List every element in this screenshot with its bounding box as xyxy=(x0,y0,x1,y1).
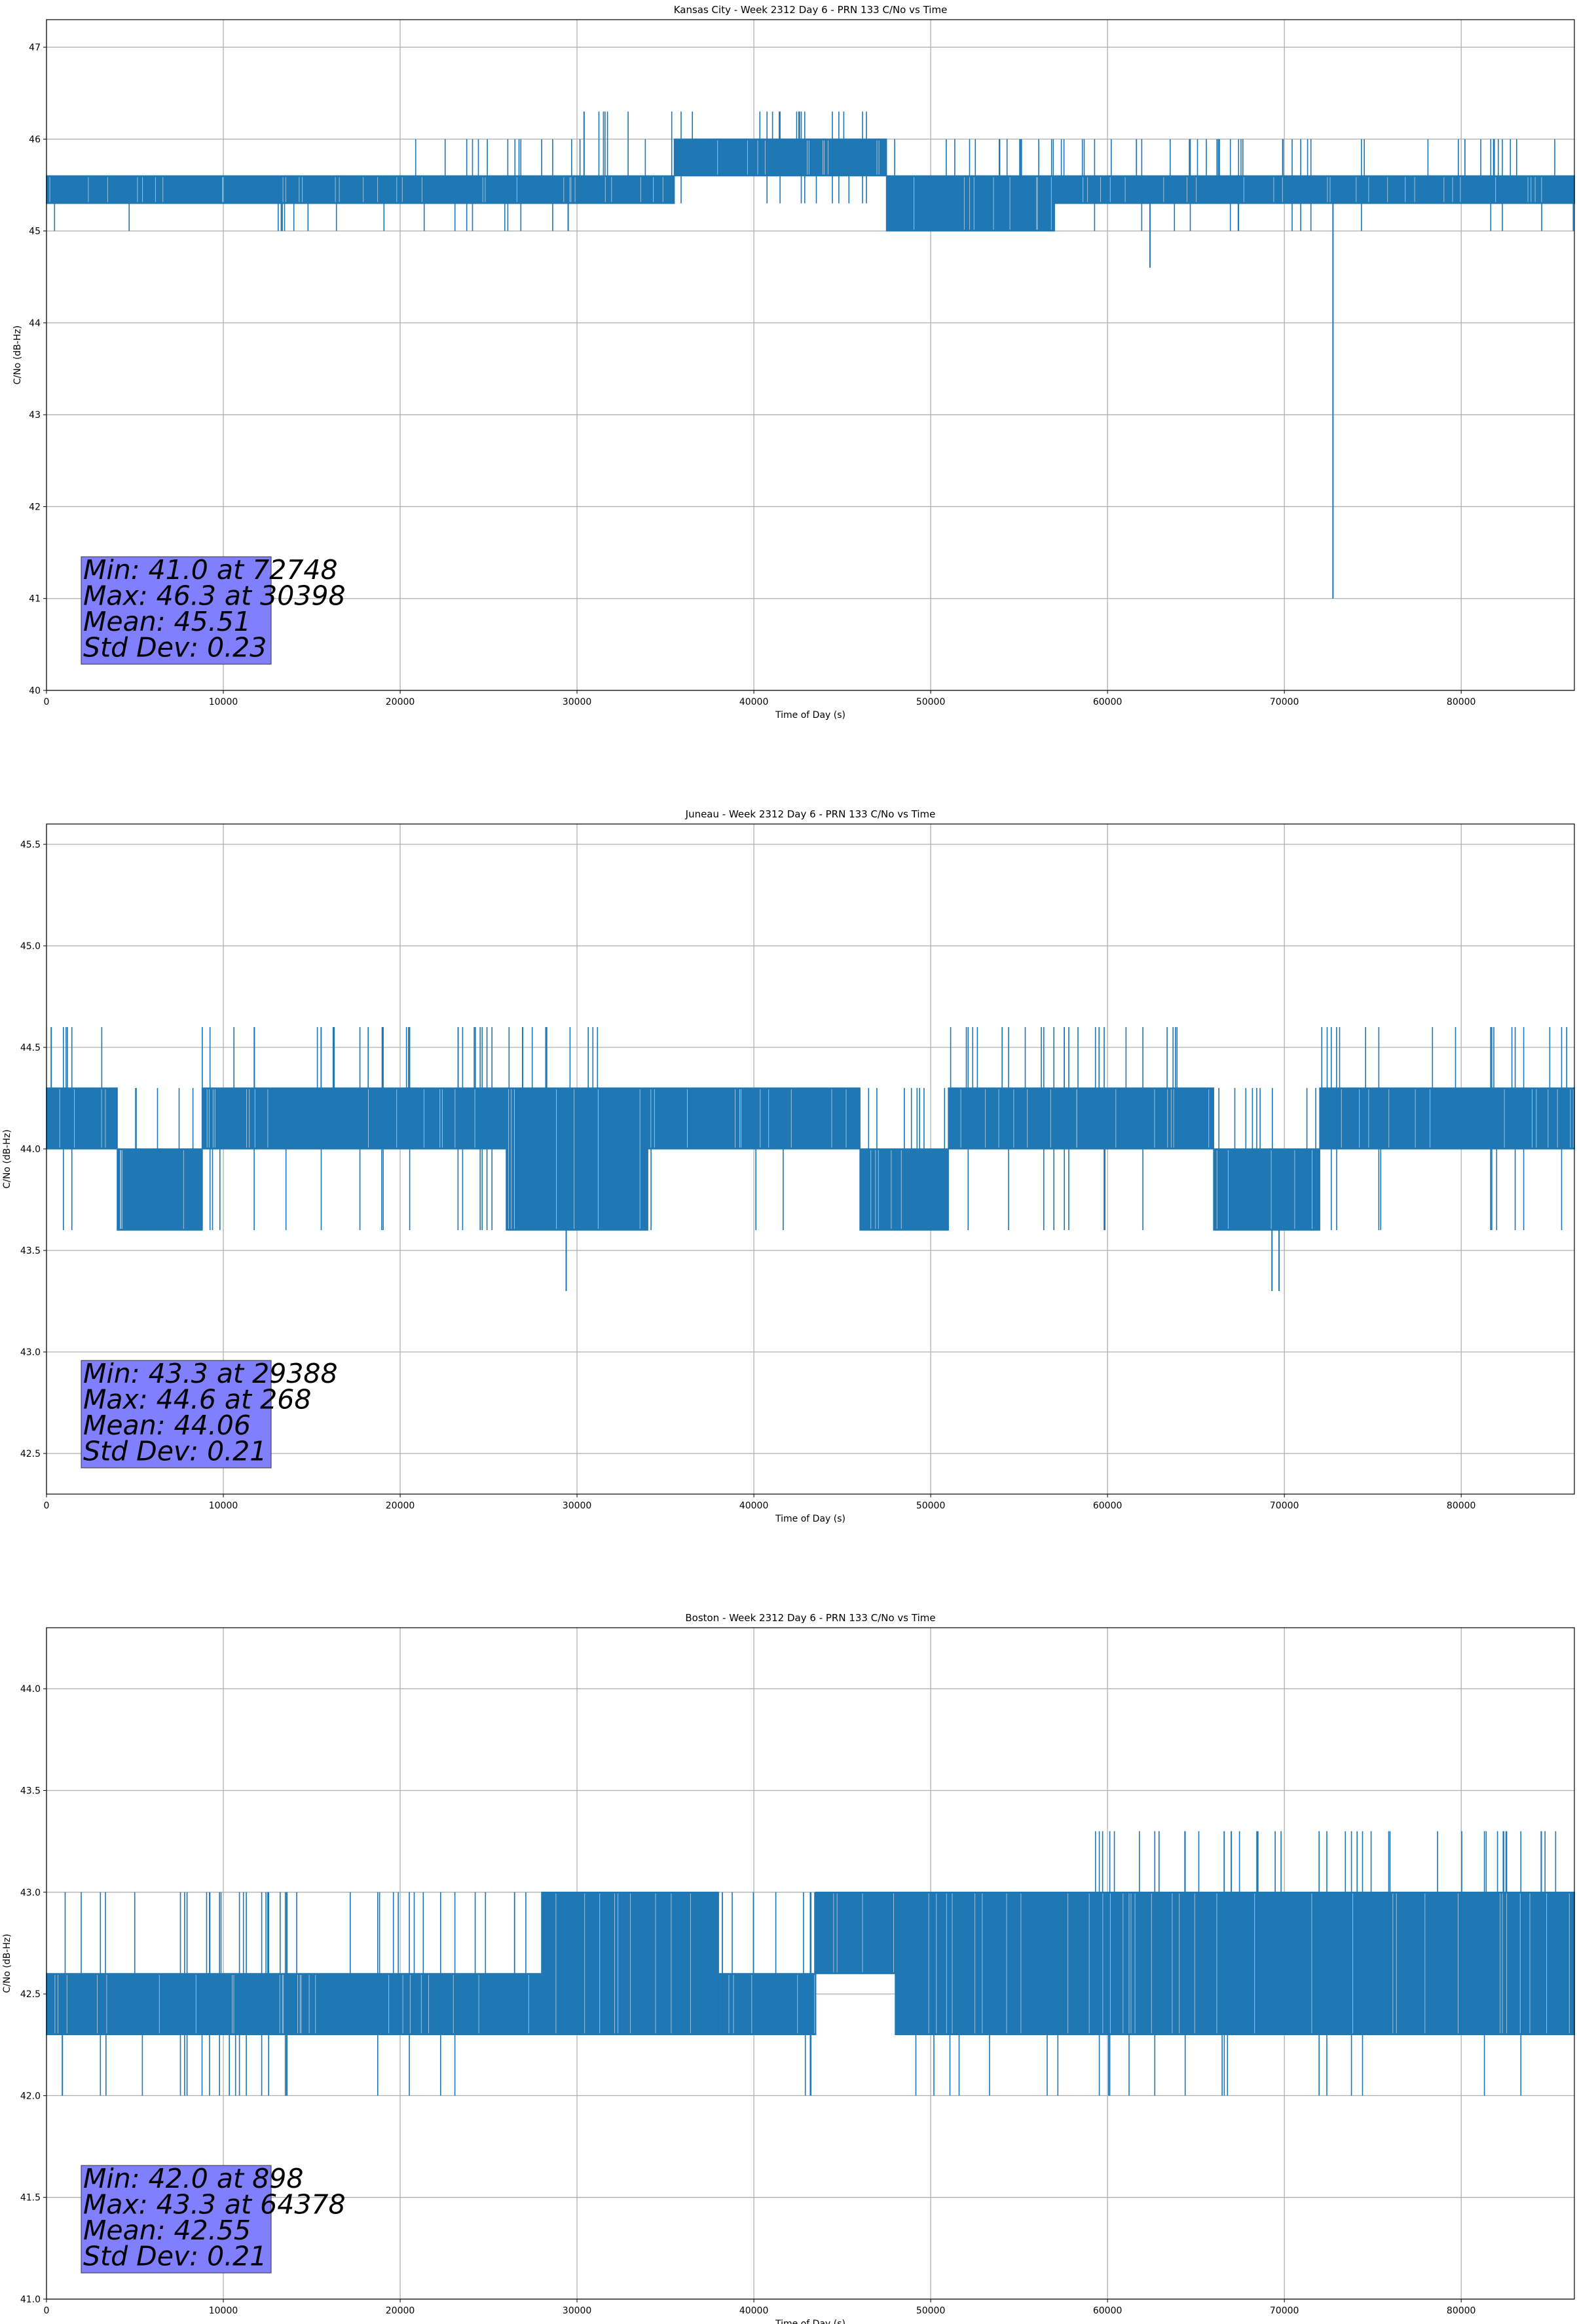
y-axis-label: C/No (dB-Hz) xyxy=(2,1129,12,1188)
y-tick-label: 43.0 xyxy=(20,1347,41,1358)
y-tick-label: 41 xyxy=(29,594,41,605)
stats-line: Mean: 42.55 xyxy=(83,2215,251,2246)
series-texture xyxy=(59,1089,1574,1229)
x-tick-label: 20000 xyxy=(386,2306,415,2316)
stats-line: Mean: 44.06 xyxy=(83,1410,251,1441)
y-tick-label: 46 xyxy=(29,134,41,145)
stats-box xyxy=(81,556,272,665)
series-texture xyxy=(49,140,1542,230)
stats-line: Max: 46.3 at 30398 xyxy=(83,580,346,612)
x-tick-label: 60000 xyxy=(1093,697,1122,707)
y-tick-label: 44.0 xyxy=(20,1684,41,1695)
x-tick-label: 0 xyxy=(44,697,50,707)
y-axis-label: C/No (dB-Hz) xyxy=(12,326,23,384)
y-tick-label: 45.0 xyxy=(20,941,41,952)
y-tick-label: 44 xyxy=(29,318,41,329)
x-tick-label: 10000 xyxy=(209,2306,238,2316)
x-tick-label: 80000 xyxy=(1447,697,1476,707)
x-tick-label: 60000 xyxy=(1093,2306,1122,2316)
chart-panel-3: Boston - Week 2312 Day 6 - PRN 133 C/No … xyxy=(2,1612,1575,2324)
x-tick-label: 30000 xyxy=(563,697,592,707)
x-axis-label: Time of Day (s) xyxy=(775,710,845,721)
plot-frame xyxy=(46,19,1575,691)
x-tick-label: 80000 xyxy=(1447,2306,1476,2316)
x-tick-label: 10000 xyxy=(209,1501,238,1511)
stats-line: Min: 41.0 at 72748 xyxy=(83,554,338,586)
y-tick-label: 43.5 xyxy=(20,1246,41,1256)
stats-line: Min: 42.0 at 898 xyxy=(83,2163,303,2194)
x-axis-label: Time of Day (s) xyxy=(775,1514,845,1524)
y-tick-label: 41.0 xyxy=(20,2295,41,2305)
y-tick-label: 41.5 xyxy=(20,2193,41,2203)
y-tick-label: 45 xyxy=(29,227,41,237)
x-tick-label: 40000 xyxy=(739,1501,769,1511)
x-tick-label: 10000 xyxy=(209,697,238,707)
x-tick-label: 0 xyxy=(44,1501,50,1511)
chart-title: Kansas City - Week 2312 Day 6 - PRN 133 … xyxy=(674,4,948,16)
plot-frame xyxy=(46,1627,1575,2300)
x-axis-label: Time of Day (s) xyxy=(775,2319,845,2324)
y-tick-label: 43.5 xyxy=(20,1786,41,1796)
x-tick-label: 20000 xyxy=(386,1501,415,1511)
stats-line: Std Dev: 0.23 xyxy=(83,632,267,664)
y-tick-label: 44.0 xyxy=(20,1144,41,1155)
x-tick-label: 40000 xyxy=(739,697,769,707)
x-tick-label: 50000 xyxy=(916,1501,946,1511)
x-tick-label: 50000 xyxy=(916,697,946,707)
plot-frame xyxy=(46,823,1575,1495)
x-tick-label: 40000 xyxy=(739,2306,769,2316)
stats-box xyxy=(81,2165,272,2274)
stats-line: Max: 44.6 at 268 xyxy=(83,1384,311,1415)
x-tick-label: 70000 xyxy=(1270,697,1299,707)
x-tick-label: 60000 xyxy=(1093,1501,1122,1511)
y-tick-label: 47 xyxy=(29,43,41,53)
series-texture xyxy=(54,1893,1570,2034)
stats-line: Std Dev: 0.21 xyxy=(83,1436,267,1467)
y-tick-label: 40 xyxy=(29,686,41,696)
x-tick-label: 80000 xyxy=(1447,1501,1476,1511)
y-tick-label: 42.5 xyxy=(20,1449,41,1459)
y-tick-label: 42.5 xyxy=(20,1989,41,2000)
x-tick-label: 70000 xyxy=(1270,1501,1299,1511)
x-tick-label: 30000 xyxy=(563,2306,592,2316)
series-line xyxy=(46,1831,1575,2096)
stats-line: Max: 43.3 at 64378 xyxy=(83,2189,346,2221)
chart-panel-1: Kansas City - Week 2312 Day 6 - PRN 133 … xyxy=(12,4,1575,721)
stats-line: Std Dev: 0.21 xyxy=(83,2241,267,2272)
chart-title: Boston - Week 2312 Day 6 - PRN 133 C/No … xyxy=(685,1612,935,1624)
y-tick-label: 42 xyxy=(29,502,41,512)
series-line xyxy=(46,111,1575,232)
y-tick-label: 44.5 xyxy=(20,1043,41,1053)
y-tick-label: 42.0 xyxy=(20,2091,41,2101)
y-axis-label: C/No (dB-Hz) xyxy=(2,1934,12,1993)
y-tick-label: 45.5 xyxy=(20,840,41,850)
series-line xyxy=(46,1027,1575,1231)
x-tick-label: 20000 xyxy=(386,697,415,707)
y-tick-label: 43 xyxy=(29,410,41,421)
y-tick-label: 43.0 xyxy=(20,1888,41,1898)
x-tick-label: 0 xyxy=(44,2306,50,2316)
stats-line: Mean: 45.51 xyxy=(83,606,251,637)
stats-box xyxy=(81,1360,272,1469)
chart-panel-2: Juneau - Week 2312 Day 6 - PRN 133 C/No … xyxy=(2,808,1575,1524)
stats-line: Min: 43.3 at 29388 xyxy=(83,1358,338,1389)
x-tick-label: 50000 xyxy=(916,2306,946,2316)
x-tick-label: 30000 xyxy=(563,1501,592,1511)
chart-title: Juneau - Week 2312 Day 6 - PRN 133 C/No … xyxy=(685,808,936,820)
x-tick-label: 70000 xyxy=(1270,2306,1299,2316)
